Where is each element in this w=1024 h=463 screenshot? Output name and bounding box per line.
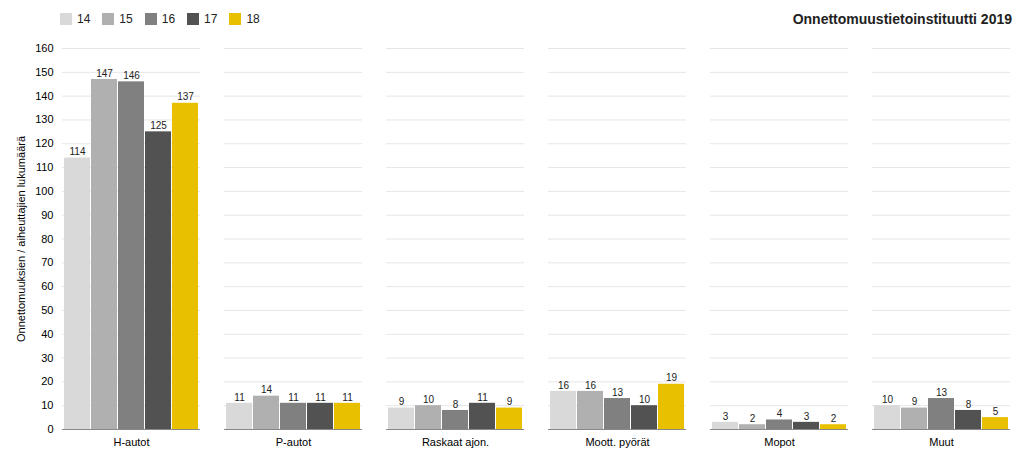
svg-text:4: 4 [777, 408, 783, 419]
svg-text:10: 10 [423, 394, 435, 405]
svg-text:8: 8 [966, 399, 972, 410]
svg-text:120: 120 [35, 137, 53, 149]
svg-text:90: 90 [41, 209, 53, 221]
svg-text:30: 30 [41, 352, 53, 364]
html-text:17: 17 [204, 12, 218, 26]
svg-text:10: 10 [882, 394, 894, 405]
svg-text:100: 100 [35, 185, 53, 197]
svg-text:14: 14 [261, 384, 273, 395]
svg-text:20: 20 [41, 375, 53, 387]
svg-text:137: 137 [177, 91, 194, 102]
svg-text:114: 114 [70, 146, 86, 157]
svg-text:70: 70 [41, 256, 53, 268]
svg-text:11: 11 [315, 392, 326, 403]
svg-text:9: 9 [399, 396, 405, 407]
svg-text:110: 110 [36, 161, 54, 173]
svg-text:9: 9 [507, 396, 513, 407]
html-text:Onnettomuustietoinstituutti 20: Onnettomuustietoinstituutti 2019 [792, 11, 1012, 27]
svg-text:10: 10 [41, 399, 53, 411]
svg-text:80: 80 [41, 233, 53, 245]
svg-text:H-autot: H-autot [113, 436, 149, 448]
svg-text:130: 130 [35, 113, 53, 125]
svg-text:140: 140 [35, 90, 53, 102]
svg-text:11: 11 [477, 392, 488, 403]
svg-text:19: 19 [666, 372, 678, 383]
svg-text:Moott. pyörät: Moott. pyörät [585, 436, 649, 448]
svg-text:160: 160 [35, 42, 53, 54]
svg-text:11: 11 [288, 392, 299, 403]
svg-text:2: 2 [831, 413, 837, 424]
html-text:15: 15 [119, 12, 133, 26]
svg-text:147: 147 [96, 68, 113, 79]
svg-text:16: 16 [585, 380, 597, 391]
svg-text:9: 9 [912, 396, 918, 407]
svg-text:60: 60 [41, 280, 53, 292]
svg-text:10: 10 [639, 394, 651, 405]
svg-text:150: 150 [35, 66, 53, 78]
svg-text:16: 16 [558, 380, 570, 391]
svg-text:3: 3 [723, 411, 729, 422]
svg-text:11: 11 [342, 392, 353, 403]
svg-text:Onnettomuuksien / aiheuttajien: Onnettomuuksien / aiheuttajien lukumäärä [15, 135, 27, 342]
svg-text:13: 13 [612, 387, 624, 398]
svg-text:8: 8 [453, 399, 459, 410]
svg-text:5: 5 [993, 406, 999, 417]
svg-text:3: 3 [804, 411, 810, 422]
html-text:14: 14 [77, 12, 91, 26]
html-text:18: 18 [246, 12, 260, 26]
svg-text:2: 2 [750, 413, 756, 424]
html-text:16: 16 [161, 12, 176, 26]
svg-text:13: 13 [936, 387, 948, 398]
svg-text:0: 0 [47, 423, 53, 435]
svg-text:P-autot: P-autot [276, 436, 311, 448]
svg-text:125: 125 [150, 120, 167, 131]
svg-text:50: 50 [41, 304, 53, 316]
svg-text:11: 11 [234, 392, 245, 403]
svg-text:146: 146 [123, 70, 140, 81]
svg-text:Muut: Muut [929, 436, 953, 448]
svg-text:40: 40 [41, 328, 53, 340]
svg-text:Mopot: Mopot [764, 436, 795, 448]
svg-text:Raskaat ajon.: Raskaat ajon. [422, 436, 489, 448]
